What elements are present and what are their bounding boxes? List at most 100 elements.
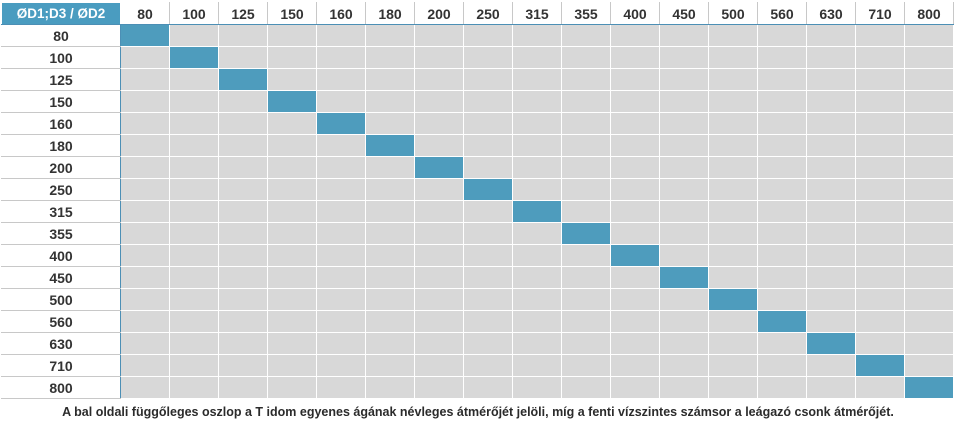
- empty-cell: [169, 156, 219, 179]
- empty-cell: [610, 24, 660, 47]
- empty-cell: [463, 266, 513, 289]
- empty-cell: [414, 178, 464, 201]
- empty-cell: [463, 134, 513, 157]
- empty-cell: [365, 90, 415, 113]
- empty-cell: [659, 68, 709, 91]
- empty-cell: [120, 222, 170, 245]
- empty-cell: [414, 310, 464, 333]
- empty-cell: [316, 90, 366, 113]
- table-row: 450: [1, 266, 954, 289]
- empty-cell: [218, 46, 268, 69]
- empty-cell: [610, 156, 660, 179]
- empty-cell: [365, 156, 415, 179]
- empty-cell: [757, 178, 807, 201]
- empty-cell: [757, 288, 807, 311]
- empty-cell: [414, 266, 464, 289]
- empty-cell: [120, 266, 170, 289]
- empty-cell: [463, 376, 513, 399]
- empty-cell: [365, 200, 415, 223]
- empty-cell: [757, 200, 807, 223]
- column-header-355: 355: [561, 2, 611, 25]
- empty-cell: [414, 68, 464, 91]
- column-header-630: 630: [806, 2, 856, 25]
- empty-cell: [659, 24, 709, 47]
- empty-cell: [512, 244, 562, 267]
- empty-cell: [904, 332, 954, 355]
- empty-cell: [512, 332, 562, 355]
- empty-cell: [120, 90, 170, 113]
- empty-cell: [659, 354, 709, 377]
- empty-cell: [267, 134, 317, 157]
- empty-cell: [561, 112, 611, 135]
- empty-cell: [512, 376, 562, 399]
- empty-cell: [512, 134, 562, 157]
- empty-cell: [316, 288, 366, 311]
- empty-cell: [512, 24, 562, 47]
- empty-cell: [120, 68, 170, 91]
- empty-cell: [120, 354, 170, 377]
- empty-cell: [806, 354, 856, 377]
- corner-header: ØD1;D3 / ØD2: [1, 2, 121, 25]
- empty-cell: [855, 288, 905, 311]
- empty-cell: [659, 46, 709, 69]
- table-row: 400: [1, 244, 954, 267]
- empty-cell: [610, 354, 660, 377]
- empty-cell: [806, 244, 856, 267]
- empty-cell: [463, 24, 513, 47]
- empty-cell: [463, 112, 513, 135]
- row-header-355: 355: [1, 222, 121, 245]
- column-header-710: 710: [855, 2, 905, 25]
- empty-cell: [316, 222, 366, 245]
- empty-cell: [610, 376, 660, 399]
- table-row: 150: [1, 90, 954, 113]
- empty-cell: [659, 156, 709, 179]
- empty-cell: [316, 46, 366, 69]
- empty-cell: [708, 178, 758, 201]
- empty-cell: [169, 68, 219, 91]
- column-header-125: 125: [218, 2, 268, 25]
- empty-cell: [463, 222, 513, 245]
- column-header-200: 200: [414, 2, 464, 25]
- empty-cell: [659, 90, 709, 113]
- table-row: 180: [1, 134, 954, 157]
- available-cell: [120, 24, 170, 47]
- empty-cell: [414, 332, 464, 355]
- empty-cell: [414, 112, 464, 135]
- empty-cell: [610, 112, 660, 135]
- row-header-200: 200: [1, 156, 121, 179]
- empty-cell: [757, 222, 807, 245]
- empty-cell: [904, 24, 954, 47]
- empty-cell: [463, 288, 513, 311]
- empty-cell: [267, 24, 317, 47]
- row-header-400: 400: [1, 244, 121, 267]
- column-header-500: 500: [708, 2, 758, 25]
- empty-cell: [316, 134, 366, 157]
- empty-cell: [610, 310, 660, 333]
- empty-cell: [904, 200, 954, 223]
- empty-cell: [757, 354, 807, 377]
- empty-cell: [659, 112, 709, 135]
- empty-cell: [414, 24, 464, 47]
- available-cell: [267, 90, 317, 113]
- empty-cell: [120, 156, 170, 179]
- empty-cell: [169, 310, 219, 333]
- available-cell: [365, 134, 415, 157]
- empty-cell: [316, 178, 366, 201]
- available-cell: [855, 354, 905, 377]
- empty-cell: [904, 244, 954, 267]
- empty-cell: [904, 178, 954, 201]
- empty-cell: [757, 24, 807, 47]
- empty-cell: [267, 244, 317, 267]
- empty-cell: [904, 266, 954, 289]
- available-cell: [610, 244, 660, 267]
- empty-cell: [169, 200, 219, 223]
- empty-cell: [561, 90, 611, 113]
- table-row: 710: [1, 354, 954, 377]
- empty-cell: [806, 90, 856, 113]
- empty-cell: [708, 266, 758, 289]
- empty-cell: [757, 376, 807, 399]
- empty-cell: [512, 68, 562, 91]
- column-header-800: 800: [904, 2, 954, 25]
- empty-cell: [708, 68, 758, 91]
- empty-cell: [316, 266, 366, 289]
